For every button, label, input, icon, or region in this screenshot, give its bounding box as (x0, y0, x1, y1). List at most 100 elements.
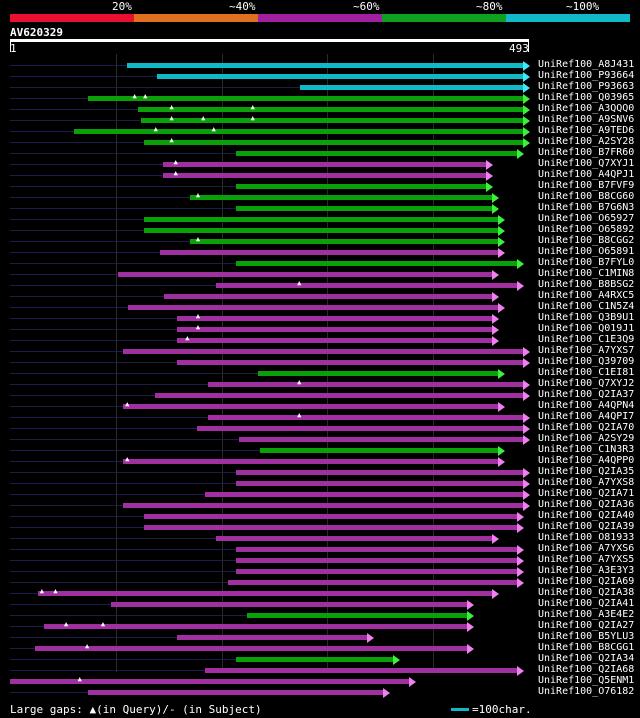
hit-row[interactable]: ▲ UniRef100_Q7XYJ2 (0, 378, 640, 390)
hit-name-link[interactable]: UniRef100_A3E3Y3 (538, 565, 635, 576)
hit-row[interactable]: UniRef100_C1EI81 (0, 367, 640, 379)
hit-row[interactable]: UniRef100_O65892 (0, 224, 640, 236)
hit-bar[interactable] (162, 162, 487, 167)
hit-bar[interactable] (122, 404, 498, 409)
hit-bar[interactable] (238, 437, 523, 442)
hit-bar[interactable] (235, 657, 394, 662)
hit-bar[interactable] (235, 151, 517, 156)
hit-name-link[interactable]: UniRef100_A9TED6 (538, 125, 635, 136)
hit-bar[interactable] (176, 635, 367, 640)
hit-bar[interactable] (143, 514, 517, 519)
hit-bar[interactable] (143, 140, 523, 145)
hit-bar[interactable] (190, 239, 498, 244)
hit-bar[interactable] (215, 283, 517, 288)
hit-row[interactable]: UniRef100_O81933 (0, 532, 640, 544)
hit-name-link[interactable]: UniRef100_C1MIN8 (538, 268, 635, 279)
hit-row[interactable]: UniRef100_Q2IA69 (0, 576, 640, 588)
hit-bar[interactable] (257, 371, 498, 376)
hit-row[interactable]: UniRef100_O65927 (0, 213, 640, 225)
hit-name-link[interactable]: UniRef100_B7FR60 (538, 147, 635, 158)
hit-name-link[interactable]: UniRef100_Q2IA38 (538, 587, 635, 598)
hit-bar[interactable] (43, 624, 468, 629)
hit-name-link[interactable]: UniRef100_Q2IA69 (538, 576, 635, 587)
hit-name-link[interactable]: UniRef100_Q3B9U1 (538, 312, 635, 323)
hit-row[interactable]: ▲ ▲ UniRef100_Q2IA27 (0, 620, 640, 632)
hit-row[interactable]: UniRef100_A2SY29 (0, 433, 640, 445)
hit-name-link[interactable]: UniRef100_A2SY29 (538, 433, 635, 444)
hit-bar[interactable] (143, 217, 498, 222)
hit-row[interactable]: ▲ UniRef100_B8CGG2 (0, 235, 640, 247)
hit-bar[interactable] (205, 668, 517, 673)
hit-name-link[interactable]: UniRef100_B7FYL0 (538, 257, 635, 268)
hit-bar[interactable] (137, 107, 523, 112)
hit-name-link[interactable]: UniRef100_C1N3R3 (538, 444, 635, 455)
hit-bar[interactable] (235, 547, 517, 552)
hit-name-link[interactable]: UniRef100_O65927 (538, 213, 635, 224)
hit-bar[interactable] (111, 602, 468, 607)
hit-name-link[interactable]: UniRef100_A4QPP0 (538, 455, 635, 466)
hit-name-link[interactable]: UniRef100_Q2IA71 (538, 488, 635, 499)
hit-bar[interactable] (235, 184, 487, 189)
hit-name-link[interactable]: UniRef100_Q2IA39 (538, 521, 635, 532)
hit-bar[interactable] (208, 382, 523, 387)
hit-bar[interactable] (215, 536, 493, 541)
hit-row[interactable]: UniRef100_B5YLU3 (0, 631, 640, 643)
hit-name-link[interactable]: UniRef100_O76182 (538, 686, 635, 697)
hit-bar[interactable] (162, 173, 487, 178)
hit-row[interactable]: ▲ ▲ UniRef100_Q03965 (0, 92, 640, 104)
hit-row[interactable]: ▲ ▲ UniRef100_A3QQQ0 (0, 103, 640, 115)
hit-name-link[interactable]: UniRef100_O65891 (538, 246, 635, 257)
hit-row[interactable]: UniRef100_Q2IA68 (0, 664, 640, 676)
hit-row[interactable]: UniRef100_A7YXS5 (0, 554, 640, 566)
hit-row[interactable]: UniRef100_Q2IA36 (0, 499, 640, 511)
hit-row[interactable]: ▲ ▲ UniRef100_Q2IA38 (0, 587, 640, 599)
hit-bar[interactable] (205, 492, 523, 497)
hit-name-link[interactable]: UniRef100_Q2IA27 (538, 620, 635, 631)
hit-row[interactable]: UniRef100_Q39709 (0, 356, 640, 368)
hit-bar[interactable] (88, 96, 523, 101)
hit-bar[interactable] (140, 118, 523, 123)
hit-row[interactable]: ▲ UniRef100_A4QPP0 (0, 455, 640, 467)
hit-name-link[interactable]: UniRef100_C1EI81 (538, 367, 635, 378)
hit-bar[interactable] (143, 525, 517, 530)
hit-name-link[interactable]: UniRef100_Q2IA70 (538, 422, 635, 433)
hit-bar[interactable] (38, 591, 493, 596)
hit-row[interactable]: UniRef100_Q2IA71 (0, 488, 640, 500)
hit-row[interactable]: UniRef100_O65891 (0, 246, 640, 258)
hit-name-link[interactable]: UniRef100_B8CG60 (538, 191, 635, 202)
hit-name-link[interactable]: UniRef100_A8J431 (538, 59, 635, 70)
hit-bar[interactable] (247, 613, 468, 618)
hit-name-link[interactable]: UniRef100_Q7XYJ1 (538, 158, 635, 169)
hit-row[interactable]: UniRef100_A3E4E2 (0, 609, 640, 621)
hit-name-link[interactable]: UniRef100_Q5ENM1 (538, 675, 635, 686)
hit-row[interactable]: ▲ UniRef100_A2SY28 (0, 136, 640, 148)
hit-bar[interactable] (190, 195, 493, 200)
hit-row[interactable]: UniRef100_Q2IA41 (0, 598, 640, 610)
hit-row[interactable]: UniRef100_A7YXS8 (0, 477, 640, 489)
hit-row[interactable]: UniRef100_C1MIN8 (0, 268, 640, 280)
hit-name-link[interactable]: UniRef100_B7G6N3 (538, 202, 635, 213)
hit-bar[interactable] (196, 426, 523, 431)
hit-row[interactable]: UniRef100_A3E3Y3 (0, 565, 640, 577)
hit-row[interactable]: UniRef100_A8J431 (0, 59, 640, 71)
hit-row[interactable]: UniRef100_P93664 (0, 70, 640, 82)
hit-row[interactable]: UniRef100_A7YXS6 (0, 543, 640, 555)
hit-bar[interactable] (235, 481, 523, 486)
hit-name-link[interactable]: UniRef100_A7YXS8 (538, 477, 635, 488)
hit-row[interactable]: UniRef100_O76182 (0, 686, 640, 698)
hit-bar[interactable] (228, 580, 517, 585)
hit-bar[interactable] (35, 646, 468, 651)
hit-row[interactable]: ▲ ▲ UniRef100_A9TED6 (0, 125, 640, 137)
hit-bar[interactable] (117, 272, 493, 277)
hit-row[interactable]: ▲ UniRef100_C1E3Q9 (0, 334, 640, 346)
hit-name-link[interactable]: UniRef100_Q7XYJ2 (538, 378, 635, 389)
hit-bar[interactable] (159, 250, 498, 255)
hit-name-link[interactable]: UniRef100_B5YLU3 (538, 631, 635, 642)
hit-name-link[interactable]: UniRef100_Q2IA37 (538, 389, 635, 400)
hit-name-link[interactable]: UniRef100_Q2IA36 (538, 499, 635, 510)
hit-bar[interactable] (176, 338, 493, 343)
hit-row[interactable]: UniRef100_Q2IA70 (0, 422, 640, 434)
hit-row[interactable]: ▲ UniRef100_Q5ENM1 (0, 675, 640, 687)
hit-row[interactable]: UniRef100_Q2IA37 (0, 389, 640, 401)
hit-name-link[interactable]: UniRef100_Q03965 (538, 92, 635, 103)
